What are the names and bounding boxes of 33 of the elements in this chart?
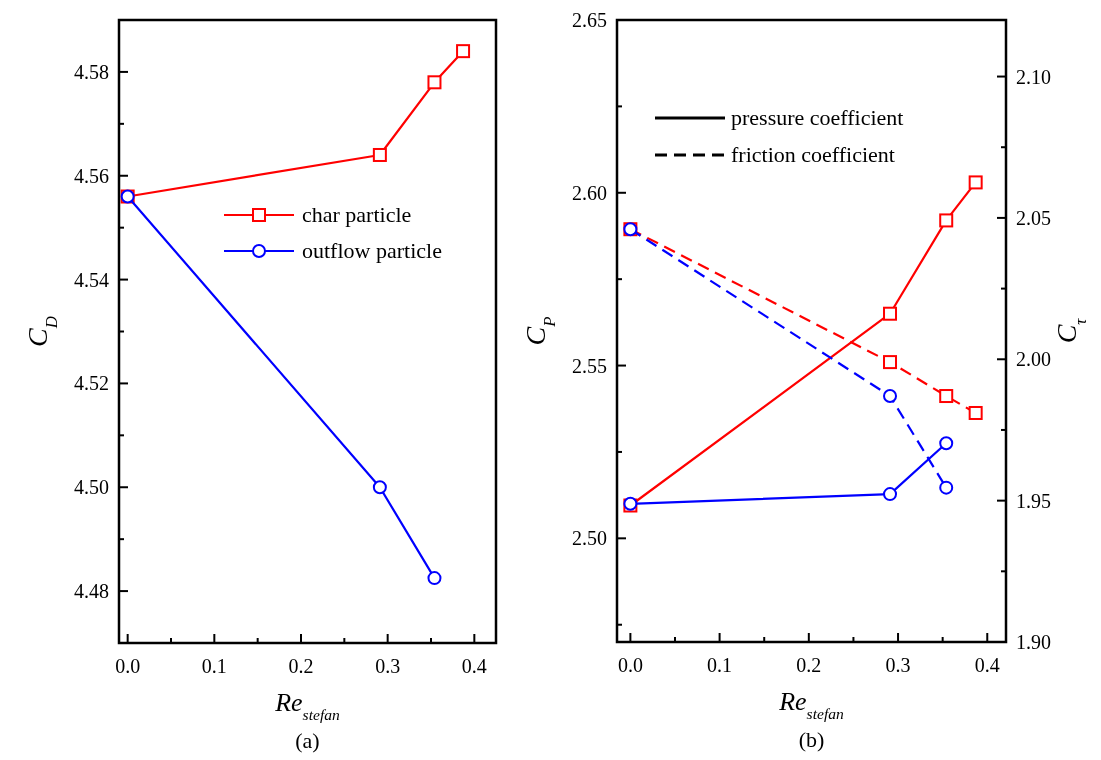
x-axis-title: Re$_{stefan}$ bbox=[274, 688, 341, 723]
x-tick-label: 0.1 bbox=[201, 655, 227, 677]
y-tick-label: 2.60 bbox=[572, 181, 607, 204]
y2-tick-label: 1.90 bbox=[1016, 631, 1051, 653]
annotation: pressure coefficient bbox=[731, 105, 904, 130]
y-tick-label: 4.48 bbox=[74, 580, 109, 603]
y-tick-label: 2.50 bbox=[572, 527, 607, 550]
y-tick-label: 4.54 bbox=[74, 268, 109, 291]
x-tick-label: 0.0 bbox=[617, 654, 643, 676]
x-axis-title: Re$_{stefan}$ bbox=[778, 687, 845, 722]
y-tick-label: 4.52 bbox=[74, 372, 109, 395]
y-tick-label: 4.50 bbox=[74, 476, 109, 499]
y-tick-label: 4.58 bbox=[74, 60, 109, 83]
x-tick-label: 0.4 bbox=[461, 655, 487, 677]
legend-label: outflow particle bbox=[302, 238, 442, 263]
text: (a) bbox=[295, 728, 320, 753]
y2-tick-label: 2.05 bbox=[1016, 206, 1051, 229]
x-tick-label: 0.0 bbox=[115, 655, 141, 677]
y2-tick-label: 1.95 bbox=[1016, 489, 1051, 512]
x-tick-label: 0.2 bbox=[288, 655, 314, 677]
x-tick-label: 0.3 bbox=[885, 654, 911, 676]
x-tick-label: 0.4 bbox=[974, 654, 1000, 676]
x-tick-label: 0.3 bbox=[375, 655, 401, 677]
annotation: friction coefficient bbox=[731, 142, 895, 167]
y2-tick-label: 2.00 bbox=[1016, 348, 1051, 371]
x-tick-label: 0.2 bbox=[796, 654, 822, 676]
y-tick-label: 2.65 bbox=[572, 9, 607, 31]
y-tick-label: 2.55 bbox=[572, 354, 607, 377]
x-tick-label: 0.1 bbox=[707, 654, 733, 676]
legend-label: char particle bbox=[302, 202, 412, 227]
y2-tick-label: 2.10 bbox=[1016, 65, 1051, 88]
y-tick-label: 4.56 bbox=[74, 164, 109, 187]
text: (b) bbox=[798, 727, 825, 752]
